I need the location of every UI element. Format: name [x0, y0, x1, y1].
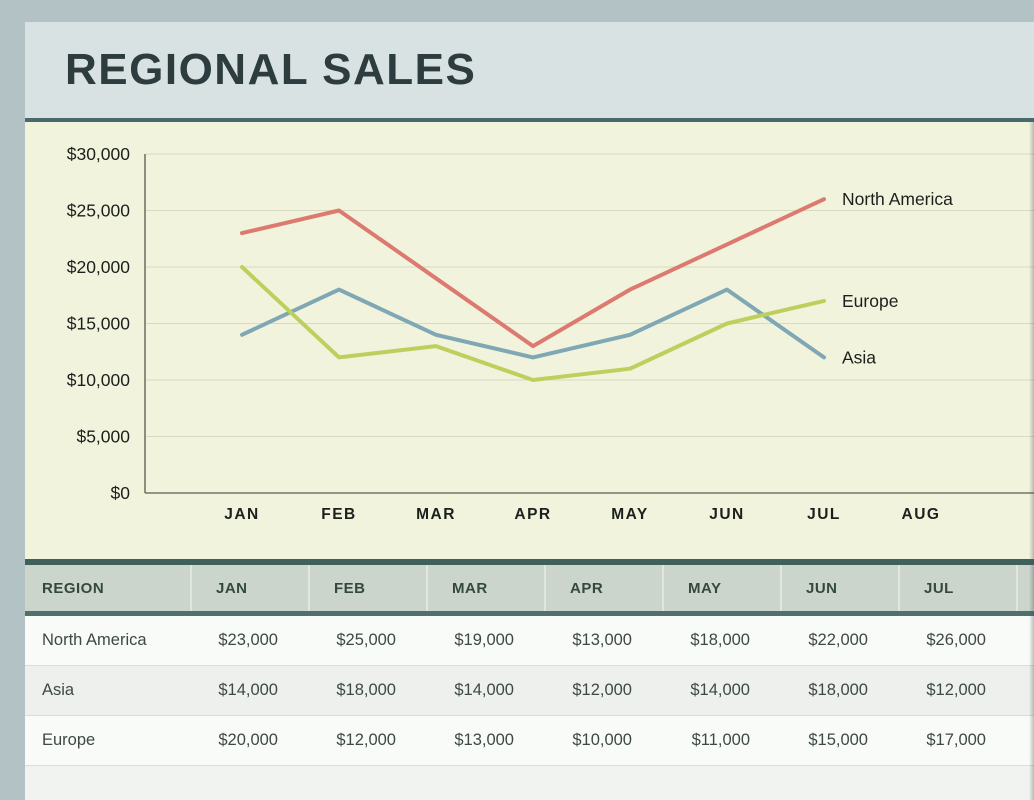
chart-table-divider	[25, 559, 1034, 565]
x-axis-label: AUG	[902, 506, 941, 523]
column-header-jul[interactable]: JUL	[898, 565, 1016, 611]
value-cell[interactable]: $23,000	[218, 631, 278, 649]
value-cell[interactable]: $26,000	[926, 631, 986, 649]
value-cell[interactable]: $15,000	[808, 731, 868, 749]
table-row: Asia $14,000 $18,000 $14,000 $12,000 $14,000 $…	[25, 666, 1034, 716]
page-title[interactable]: REGIONAL SALES	[65, 45, 477, 94]
x-axis-label: MAY	[611, 506, 649, 523]
column-header-may[interactable]: MAY	[662, 565, 780, 611]
value-cell[interactable]: $11,000	[691, 731, 750, 749]
column-header-feb[interactable]: FEB	[308, 565, 426, 611]
x-axis-label: JAN	[224, 506, 260, 523]
column-header-jan[interactable]: JAN	[190, 565, 308, 611]
y-axis-label: $30,000	[67, 144, 131, 164]
value-cell[interactable]: $12,000	[926, 681, 986, 699]
value-cell[interactable]: $18,000	[808, 681, 868, 699]
x-axis-label: JUL	[807, 506, 841, 523]
value-cell[interactable]: $10,000	[572, 731, 632, 749]
value-cell[interactable]: $14,000	[690, 681, 750, 699]
worksheet: REGIONAL SALES $0 $5,000 $10,000 $15,000 $20…	[25, 22, 1034, 800]
x-axis-label: JUN	[709, 506, 745, 523]
column-header-jun[interactable]: JUN	[780, 565, 898, 611]
value-cell[interactable]: $20,000	[218, 731, 278, 749]
column-header-clipped	[1016, 565, 1034, 611]
value-cell[interactable]: $18,000	[336, 681, 396, 699]
value-cell[interactable]: $25,000	[336, 631, 396, 649]
column-header-apr[interactable]: APR	[544, 565, 662, 611]
value-cell[interactable]: $17,000	[926, 731, 986, 749]
series-line[interactable]	[240, 265, 826, 382]
table-body: North America $23,000 $25,000 $19,000 $13,00…	[25, 616, 1034, 766]
column-header-mar[interactable]: MAR	[426, 565, 544, 611]
column-header-region[interactable]: REGION	[42, 579, 105, 597]
series-label: Asia	[842, 347, 876, 367]
title-banner: REGIONAL SALES	[25, 22, 1034, 122]
y-axis-label: $20,000	[67, 257, 131, 277]
region-cell[interactable]: Europe	[42, 731, 96, 749]
value-cell[interactable]: $12,000	[336, 731, 396, 749]
value-cell[interactable]: $22,000	[808, 631, 868, 649]
sales-chart-svg: $0 $5,000 $10,000 $15,000 $20,000 $25,000 $30,…	[67, 144, 1034, 523]
series-label: Europe	[842, 291, 898, 311]
x-axis-label: FEB	[321, 506, 357, 523]
x-axis-label: APR	[514, 506, 551, 523]
region-cell[interactable]: Asia	[42, 681, 75, 699]
value-cell[interactable]: $14,000	[454, 681, 514, 699]
table-footer-blank[interactable]	[25, 766, 1034, 800]
series-line[interactable]	[240, 197, 826, 349]
regional-sales-chart[interactable]: $0 $5,000 $10,000 $15,000 $20,000 $25,000 $30,…	[25, 122, 1034, 559]
y-axis-label: $10,000	[67, 370, 131, 390]
y-axis-label: $25,000	[67, 201, 131, 221]
table-row: North America $23,000 $25,000 $19,000 $13,00…	[25, 616, 1034, 666]
y-axis-label: $5,000	[76, 427, 130, 447]
table-header-row: REGION JAN FEB MAR APR MAY JUN JUL	[25, 565, 1034, 616]
series-label: North America	[842, 189, 953, 209]
y-axis-label: $0	[111, 483, 131, 503]
value-cell[interactable]: $13,000	[572, 631, 632, 649]
value-cell[interactable]: $18,000	[690, 631, 750, 649]
series-line[interactable]	[240, 287, 826, 360]
x-axis-label: MAR	[416, 506, 456, 523]
value-cell[interactable]: $19,000	[454, 631, 514, 649]
table-row: Europe $20,000 $12,000 $13,000 $10,000 $11,00…	[25, 716, 1034, 766]
value-cell[interactable]: $12,000	[572, 681, 632, 699]
value-cell[interactable]: $13,000	[454, 731, 514, 749]
region-cell[interactable]: North America	[42, 631, 147, 649]
value-cell[interactable]: $14,000	[218, 681, 278, 699]
y-axis-label: $15,000	[67, 314, 131, 334]
